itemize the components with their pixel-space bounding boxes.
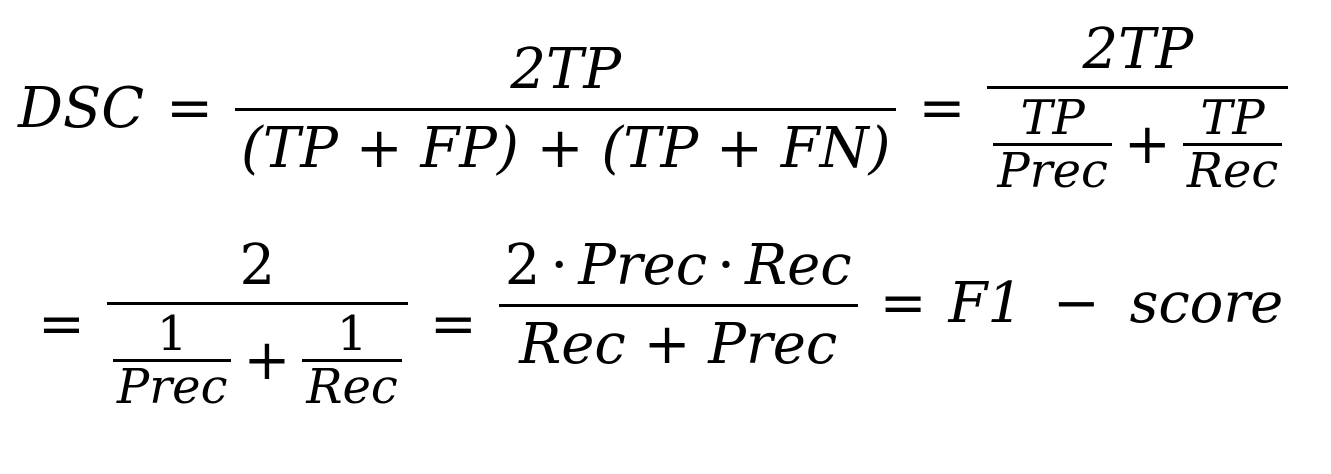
fraction-1-over-prec: 1 Prec <box>112 306 232 415</box>
numerator-1: 1 <box>156 306 188 362</box>
denominator-ratio-sum: TP Prec + TP Rec <box>987 89 1288 196</box>
fraction-tp-over-sum: 2TP (TP + FP) + (TP + FN) <box>235 36 897 181</box>
equals-sign: = <box>879 271 927 336</box>
fraction-bar <box>235 107 897 111</box>
denominator-sum: (TP + FP) + (TP + FN) <box>241 115 891 181</box>
fraction-tp-over-prec: TP Prec <box>993 93 1112 196</box>
fraction-product-over-sum: 2 · Prec · Rec Rec + Prec <box>498 238 858 377</box>
rec-symbol: Rec <box>744 233 852 298</box>
cdot-operator: · <box>550 233 569 298</box>
prec-symbol: Prec <box>578 233 708 298</box>
fraction-2-over-reciprocals: 2 1 Prec + 1 Rec <box>106 233 408 412</box>
numerator-product: 2 · Prec · Rec <box>499 238 858 304</box>
fraction-2tp-over-ratios: 2TP TP Prec + TP Rec <box>987 17 1289 196</box>
numerator-2tp: 2TP <box>510 36 622 102</box>
numerator-2: 2 <box>504 233 541 298</box>
equals-sign: = <box>166 76 214 142</box>
denominator-prec: Prec <box>116 358 228 415</box>
fraction-bar <box>1182 143 1283 146</box>
numerator-1: 1 <box>336 306 368 362</box>
fraction-1-over-rec: 1 Rec <box>302 306 402 415</box>
equation-line-1: DSC = 2TP (TP + FP) + (TP + FN) = 2TP TP… <box>18 17 1289 196</box>
denominator-rec: Rec <box>1186 142 1279 199</box>
denominator-reciprocal-sum: 1 Prec + 1 Rec <box>107 305 408 412</box>
f1-score-result: F1 − score <box>949 276 1284 332</box>
f1-symbol: F1 <box>948 271 1024 336</box>
score-symbol: score <box>1129 271 1284 336</box>
denominator-prec: Prec <box>997 142 1108 199</box>
cdot-operator: · <box>717 233 735 298</box>
numerator-tp: TP <box>1200 90 1265 146</box>
fraction-bar <box>498 304 858 307</box>
fraction-tp-over-rec: TP Rec <box>1182 90 1283 199</box>
fraction-bar <box>112 359 232 362</box>
plus-sign: + <box>243 327 291 393</box>
fraction-bar <box>993 143 1112 146</box>
numerator-2tp: 2TP <box>1082 17 1194 82</box>
minus-sign: − <box>1052 271 1100 336</box>
equals-sign: = <box>918 76 966 142</box>
numerator-tp: TP <box>1020 90 1085 146</box>
denominator-rec-plus-prec: Rec + Prec <box>519 312 838 377</box>
fraction-bar <box>987 86 1289 89</box>
fraction-bar <box>302 359 402 362</box>
denominator-rec: Rec <box>306 358 398 415</box>
plus-sign: + <box>1123 111 1171 177</box>
fraction-bar <box>106 302 408 305</box>
equals-sign: = <box>38 292 85 358</box>
numerator-2: 2 <box>239 233 276 298</box>
equals-sign: = <box>429 292 477 358</box>
dsc-symbol: DSC <box>18 76 145 142</box>
equation-line-2: = 2 1 Prec + 1 Rec = 2 · Prec · Rec <box>20 233 1284 413</box>
